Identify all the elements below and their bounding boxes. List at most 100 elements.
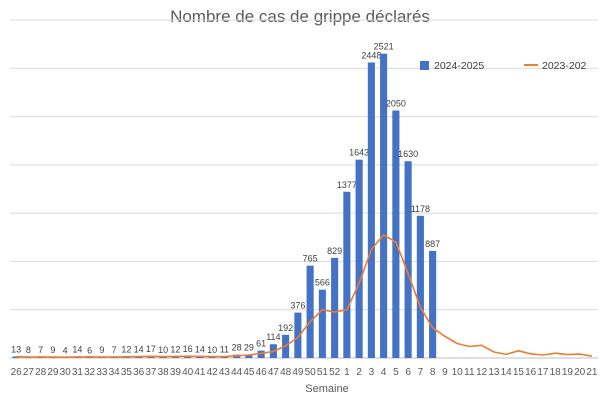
x-tick-label: 30: [60, 367, 72, 378]
data-label: 9: [99, 345, 104, 355]
x-tick-label: 8: [430, 367, 436, 378]
legend-label: 2023-202: [542, 60, 587, 72]
data-label: 13: [11, 344, 21, 354]
data-label: 1377: [337, 180, 357, 190]
x-tick-label: 17: [537, 367, 549, 378]
x-tick-label: 35: [121, 367, 133, 378]
data-label: 1630: [398, 149, 418, 159]
data-label: 2448: [361, 50, 381, 60]
x-tick-label: 38: [158, 367, 170, 378]
data-label: 8: [26, 345, 31, 355]
x-tick-label: 44: [231, 367, 243, 378]
x-axis-title: Semaine: [305, 383, 348, 395]
bar: [429, 250, 437, 358]
legend-swatch-bar: [420, 61, 429, 70]
data-label: 376: [290, 301, 305, 311]
x-tick-label: 33: [96, 367, 108, 378]
x-tick-label: 12: [476, 367, 488, 378]
x-tick-label: 29: [47, 367, 59, 378]
data-label: 14: [72, 344, 82, 354]
bar: [294, 312, 302, 358]
data-label: 12: [121, 345, 131, 355]
bar: [171, 356, 179, 358]
data-label: 11: [220, 345, 229, 355]
data-label: 192: [278, 323, 293, 333]
data-label: 29: [244, 342, 254, 352]
x-tick-label: 37: [145, 367, 157, 378]
x-tick-label: 7: [418, 367, 424, 378]
x-tick-label: 36: [133, 367, 145, 378]
series-line-2023-2024: [16, 234, 593, 358]
x-tick-label: 4: [381, 367, 387, 378]
x-tick-label: 27: [23, 367, 35, 378]
x-tick-label: 20: [574, 367, 586, 378]
data-label: 61: [256, 339, 266, 349]
bar: [184, 356, 192, 358]
x-tick-label: 6: [405, 367, 411, 378]
x-tick-label: 28: [35, 367, 47, 378]
data-label: 4: [63, 346, 68, 356]
x-tick-label: 40: [182, 367, 194, 378]
data-label: 10: [158, 345, 168, 355]
bar: [367, 62, 375, 359]
x-tick-label: 15: [513, 367, 525, 378]
x-tick-label: 13: [488, 367, 500, 378]
data-label: 14: [195, 344, 205, 354]
bar: [343, 191, 351, 358]
x-tick-label: 16: [525, 367, 537, 378]
bar: [416, 215, 424, 358]
data-label: 765: [303, 254, 318, 264]
x-tick-label: 34: [109, 367, 121, 378]
x-tick-label: 48: [280, 367, 292, 378]
x-tick-label: 46: [256, 367, 268, 378]
bar: [355, 159, 363, 358]
data-label: 2521: [374, 42, 394, 52]
x-tick-label: 18: [550, 367, 562, 378]
data-label: 16: [183, 344, 193, 354]
bar: [86, 357, 94, 358]
x-tick-label: 42: [207, 367, 219, 378]
x-tick-label: 31: [72, 367, 84, 378]
data-label: 1643: [349, 148, 369, 158]
data-label: 12: [170, 345, 180, 355]
x-tick-label: 51: [317, 367, 329, 378]
data-label: 7: [38, 345, 43, 355]
x-tick-label: 26: [11, 367, 23, 378]
chart-title: Nombre de cas de grippe déclarés: [170, 7, 430, 26]
x-tick-label: 47: [268, 367, 280, 378]
data-label: 2050: [386, 99, 406, 109]
data-label: 6: [87, 345, 92, 355]
x-tick-label: 50: [305, 367, 317, 378]
data-label: 9: [50, 345, 55, 355]
legend-label: 2024-2025: [434, 60, 484, 72]
bar: [404, 161, 412, 358]
x-tick-label: 39: [170, 367, 182, 378]
x-tick-label: 43: [219, 367, 231, 378]
x-tick-label: 45: [243, 367, 255, 378]
bar: [380, 53, 388, 358]
x-tick-label: 1: [344, 367, 350, 378]
data-label: 17: [146, 344, 156, 354]
bar: [392, 110, 400, 359]
x-tick-label: 11: [464, 367, 475, 378]
x-tick-label: 14: [501, 367, 513, 378]
data-label: 28: [232, 343, 242, 353]
data-label: 14: [134, 344, 144, 354]
x-tick-label: 3: [369, 367, 375, 378]
x-tick-label: 19: [562, 367, 574, 378]
bar: [331, 257, 339, 358]
bar: [245, 354, 253, 358]
x-tick-label: 10: [452, 367, 464, 378]
bar: [318, 289, 326, 358]
bar: [257, 350, 265, 358]
data-label: 114: [266, 332, 280, 342]
data-label: 7: [112, 345, 117, 355]
x-tick-label: 5: [393, 367, 399, 378]
x-tick-label: 2: [356, 367, 362, 378]
data-label: 566: [315, 278, 330, 288]
x-tick-label: 9: [442, 367, 448, 378]
data-label: 1178: [411, 204, 430, 214]
x-tick-label: 32: [84, 367, 96, 378]
x-tick-label: 49: [292, 367, 304, 378]
